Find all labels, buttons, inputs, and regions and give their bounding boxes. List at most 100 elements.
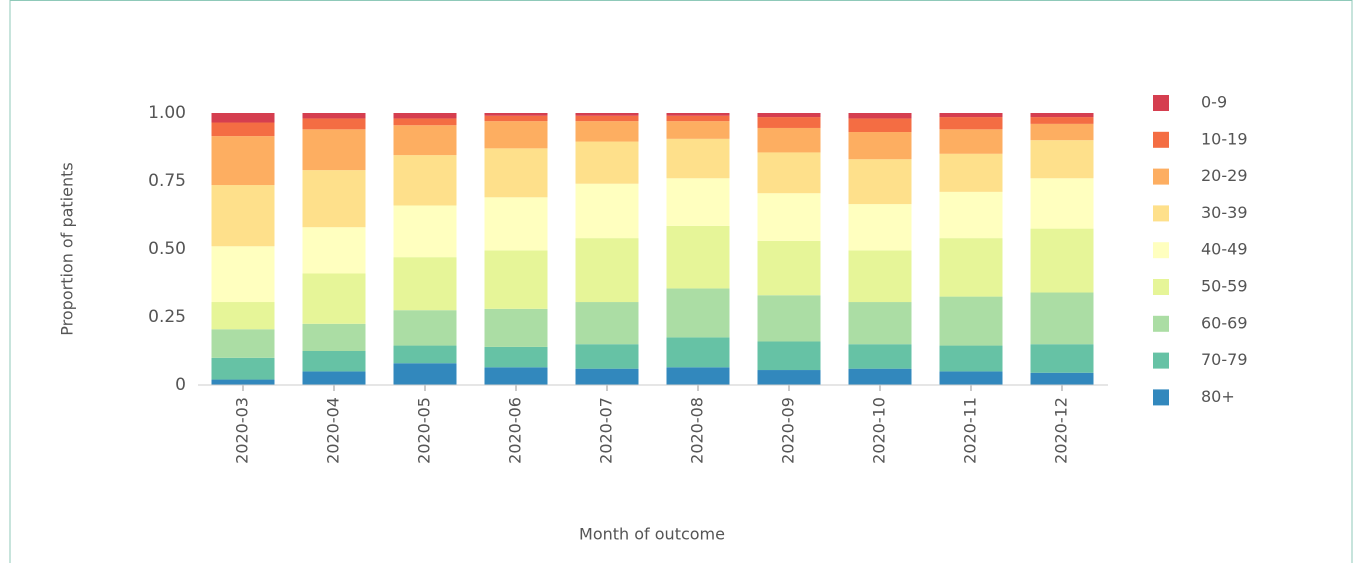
bar-segment [1030,292,1094,345]
bar-segment [484,250,548,309]
bar-segment [848,204,912,251]
bar-segment [1030,178,1094,229]
x-tick-label: 2020-03 [233,397,252,464]
x-tick-label: 2020-04 [324,397,343,464]
legend-label: 70-79 [1201,350,1248,369]
bar-segment [939,345,1003,372]
bar-segment [302,323,366,351]
bar-segment [666,115,730,122]
legend-label: 50-59 [1201,277,1248,296]
bar-segment [757,117,821,128]
bar-segment [211,136,275,186]
legend-label: 30-39 [1201,203,1248,222]
y-tick-label: 0 [175,375,186,395]
bar-segment [757,127,821,153]
x-tick-label: 2020-07 [597,397,616,464]
bar-segment [757,113,821,118]
bar-segment [393,310,457,346]
bar-segment [302,170,366,228]
legend-label: 20-29 [1201,166,1248,185]
bar-segment [393,363,457,385]
bar-segment [1030,372,1094,385]
bar-segment [211,379,275,385]
legend-swatch [1153,168,1169,185]
bar-segment [484,113,548,116]
bar-segment [939,153,1003,192]
bar-segment [1030,228,1094,293]
bar-segment [211,122,275,137]
x-axis-title: Month of outcome [579,525,725,544]
bar-segment [393,345,457,364]
y-tick-label: 0.75 [148,171,186,191]
bar-segment [302,273,366,324]
bar-segment [666,225,730,289]
bar-segment [575,183,639,239]
bar-segment [211,302,275,330]
y-axis-title: Proportion of patients [58,162,77,335]
bar-segment [848,113,912,119]
bar-segment [211,329,275,358]
bar-segment [575,302,639,345]
bar-segment [211,246,275,303]
bar-segment [575,113,639,116]
bar-segment [1030,344,1094,373]
legend-label: 40-49 [1201,240,1248,259]
bar-segment [302,351,366,372]
bar-segment [211,113,275,123]
bar-segment [302,113,366,119]
bar-segment [393,125,457,156]
bar-segment [484,197,548,251]
bar-segment [302,371,366,385]
y-tick-label: 0.50 [148,239,186,259]
bar-segment [211,357,275,380]
bar-segment [1030,113,1094,118]
bar-segment [666,288,730,338]
x-tick-label: 2020-12 [1052,397,1071,464]
bar-segment [484,115,548,122]
x-tick-label: 2020-09 [779,397,798,464]
bar-segment [757,240,821,296]
legend-label: 80+ [1201,387,1235,406]
legend-swatch [1153,389,1169,406]
bar-segment [848,159,912,205]
legend-swatch [1153,352,1169,369]
bar-segment [393,205,457,258]
bar-segment [757,341,821,371]
bar-segment [484,346,548,368]
bar-segment [939,371,1003,385]
bar-segment [848,118,912,133]
legend-swatch [1153,205,1169,222]
bar-segment [939,191,1003,239]
bar-segment [848,368,912,385]
bar-segment [666,337,730,368]
bar-segment [575,141,639,184]
legend-label: 60-69 [1201,313,1248,332]
bar-segment [666,138,730,179]
x-tick-label: 2020-06 [506,397,525,464]
bar-segment [666,367,730,385]
legend-swatch [1153,279,1169,295]
bar-segment [484,367,548,385]
bar-segment [575,344,639,369]
bar-segment [848,132,912,160]
legend-swatch [1153,131,1169,148]
bar-segment [302,227,366,274]
bar-segment [939,113,1003,118]
bar-segment [484,148,548,198]
bar-segment [848,344,912,369]
bar-segment [302,129,366,171]
bar-segment [575,121,639,142]
bar-segment [393,118,457,126]
legend-swatch [1153,95,1169,111]
bar-segment [939,296,1003,346]
bar-segment [575,238,639,303]
card-border [9,0,1353,563]
bar-segment [757,193,821,241]
bar-segment [575,368,639,385]
bar-segment [1030,140,1094,179]
x-tick-label: 2020-11 [961,397,980,464]
bar-segment [939,117,1003,130]
bar-segment [1030,123,1094,141]
bar-segment [757,370,821,385]
bar-segment [757,152,821,194]
